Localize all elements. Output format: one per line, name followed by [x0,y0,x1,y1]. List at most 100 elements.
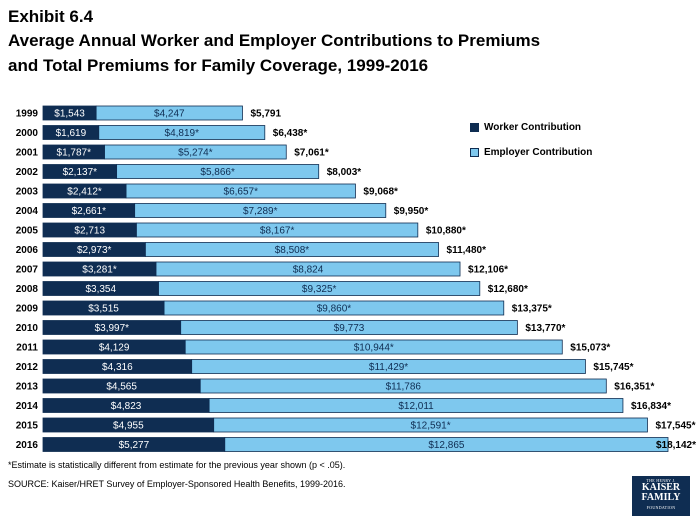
employer-bar [98,125,266,140]
year-label: 1999 [16,109,39,120]
kff-logo: THE HENRY J. KAISER FAMILY FOUNDATION [632,476,690,516]
year-label: 2015 [16,421,39,432]
total-value-label: $11,480* [447,245,487,256]
year-label: 2007 [16,265,39,276]
source-note: SOURCE: Kaiser/HRET Survey of Employer-S… [8,479,346,489]
logo-bottom-text: FOUNDATION [646,505,676,510]
total-value-label: $10,880* [426,226,466,237]
employer-bar [125,183,356,199]
worker-value-label: $4,955 [113,421,144,432]
total-value-label: $16,834* [631,401,671,412]
employer-bar [95,105,243,121]
employer-value-label: $7,289* [243,206,278,217]
employer-value-label: $6,657* [224,187,259,198]
employer-bar [199,378,607,394]
total-value-label: $6,438* [273,128,308,139]
employer-value-label: $8,508* [275,245,310,256]
total-value-label: $13,375* [512,304,552,315]
employer-bar [116,164,320,179]
total-value-label: $13,770* [525,323,565,334]
stacked-bar-chart: 1999 $1,543 $4,247 $5,791 2000 $1,619 $4,819* $… [16,105,696,452]
year-label: 2009 [16,304,39,315]
chart-legend: Worker Contribution Employer Contributio… [470,121,592,171]
exhibit-label: Exhibit 6.4 [8,7,94,26]
worker-value-label: $1,543 [54,109,85,120]
employer-bar [163,300,505,316]
worker-value-label: $4,823 [111,401,142,412]
worker-value-label: $4,565 [106,382,137,393]
total-value-label: $7,061* [294,148,329,159]
worker-value-label: $3,997* [95,323,130,334]
chart-title-line-1: Average Annual Worker and Employer Contr… [8,31,541,50]
employer-bar [104,144,287,160]
worker-value-label: $3,354 [85,284,116,295]
total-value-label: $12,680* [488,284,528,295]
employer-bar [208,398,624,413]
employer-bar [155,261,461,277]
legend-label-worker: Worker Contribution [484,122,582,133]
worker-value-label: $2,137* [63,167,98,178]
title-block: Exhibit 6.4 Average Annual Worker and Em… [8,6,688,78]
worker-value-label: $1,787* [57,148,92,159]
legend-swatch-employer [470,148,479,157]
employer-value-label: $8,167* [260,226,295,237]
employer-value-label: $9,325* [302,284,337,295]
logo-family-text: FAMILY [641,492,681,503]
logo-kaiser-text: KAISER [641,482,681,493]
legend-swatch-worker [470,123,479,132]
year-label: 2002 [16,167,39,178]
total-value-label: $15,745* [593,362,633,373]
year-label: 2010 [16,323,39,334]
total-value-label: $12,106* [468,265,508,276]
employer-value-label: $12,591* [411,421,451,432]
total-value-label: $9,950* [394,206,429,217]
employer-value-label: $11,429* [369,362,408,373]
employer-value-label: $11,786 [386,382,422,393]
worker-value-label: $2,661* [72,206,107,217]
employer-value-label: $4,819* [165,128,200,139]
employer-value-label: $12,011 [398,401,434,412]
year-label: 2012 [16,362,39,373]
year-label: 2004 [16,206,39,217]
total-value-label: $17,545* [655,421,695,432]
legend-item-worker: Worker Contribution [470,121,592,134]
year-label: 2006 [16,245,39,256]
employer-value-label: $9,773 [334,323,365,334]
employer-bar [191,359,586,374]
year-label: 2008 [16,284,39,295]
employer-bar [180,320,518,335]
worker-value-label: $4,316 [102,362,133,373]
employer-value-label: $4,247 [154,109,185,120]
employer-value-label: $8,824 [293,265,324,276]
employer-bar [145,242,439,257]
employer-value-label: $5,866* [200,167,235,178]
total-value-label: $9,068* [363,187,398,198]
year-label: 2011 [16,343,38,354]
year-label: 2016 [16,440,39,451]
year-label: 2005 [16,226,39,237]
worker-value-label: $3,515 [88,304,119,315]
employer-value-label: $9,860* [317,304,352,315]
employer-bar [134,203,387,218]
year-label: 2001 [16,148,39,159]
employer-bar [224,437,669,452]
employer-value-label: $5,274* [178,148,213,159]
worker-value-label: $2,713 [74,226,105,237]
logo-top-text: THE HENRY J. [646,478,676,483]
employer-bar [158,281,481,296]
total-value-label: $15,073* [570,343,610,354]
worker-value-label: $4,129 [99,343,130,354]
worker-value-label: $1,619 [56,128,87,139]
year-label: 2013 [16,382,39,393]
employer-value-label: $12,865 [428,440,465,451]
worker-value-label: $5,277 [119,440,150,451]
year-label: 2000 [16,128,39,139]
footnote: *Estimate is statistically different fro… [8,460,346,470]
total-value-label: $16,351* [614,382,654,393]
chart-title-line-2: and Total Premiums for Family Coverage, … [8,56,429,75]
employer-bar [213,417,648,433]
year-label: 2003 [16,187,39,198]
employer-bar [184,339,563,355]
legend-label-employer: Employer Contribution [484,147,593,158]
total-value-label: $8,003* [327,167,362,178]
